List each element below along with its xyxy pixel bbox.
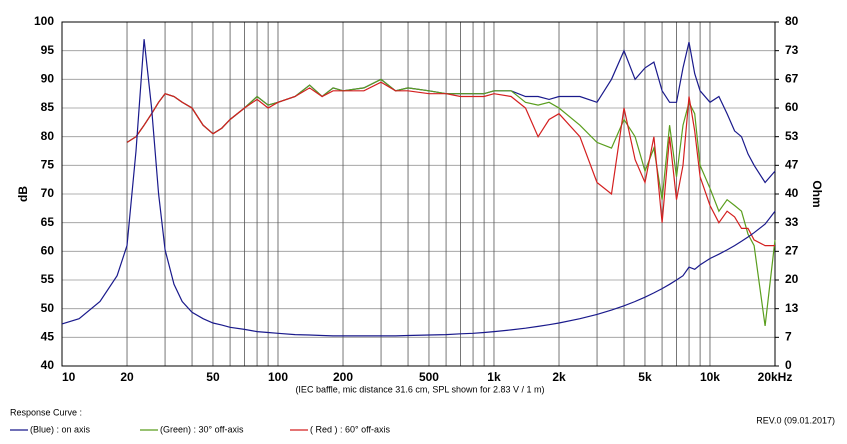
y2-tick-label: 53 <box>785 129 799 143</box>
y2-axis-label: Ohm <box>810 180 824 207</box>
y2-tick-label: 73 <box>785 43 799 57</box>
y-tick-label: 95 <box>41 43 55 57</box>
y-axis-label: dB <box>16 186 30 202</box>
series-line <box>126 41 776 184</box>
y-tick-label: 45 <box>41 330 55 344</box>
series-line <box>126 81 775 247</box>
legend-title: Response Curve : <box>10 407 82 417</box>
note: (IEC baffle, mic distance 31.6 cm, SPL s… <box>295 384 544 394</box>
y2-tick-label: 7 <box>785 330 792 344</box>
x-tick-label: 500 <box>419 370 439 384</box>
y2-tick-label: 80 <box>785 14 799 28</box>
plot-frame <box>61 21 776 367</box>
y-tick-label: 40 <box>41 358 55 372</box>
x-tick-label: 10k <box>700 370 720 384</box>
y2-tick-label: 40 <box>785 186 799 200</box>
y-tick-label: 85 <box>41 100 55 114</box>
y2-tick-label: 13 <box>785 301 799 315</box>
legend-label: ( Red ) : 60° off-axis <box>310 424 390 434</box>
y-tick-label: 100 <box>34 14 54 28</box>
x-tick-label: 100 <box>268 370 288 384</box>
x-tick-label: 20kHz <box>758 370 793 384</box>
y-tick-label: 50 <box>41 301 55 315</box>
y2-tick-label: 60 <box>785 100 799 114</box>
x-tick-label: 20 <box>120 370 134 384</box>
y2-tick-label: 47 <box>785 158 799 172</box>
x-tick-label: 2k <box>552 370 566 384</box>
y-tick-label: 70 <box>41 186 55 200</box>
series-line <box>61 39 776 337</box>
series-line <box>126 78 776 326</box>
y2-tick-label: 33 <box>785 215 799 229</box>
y-tick-label: 90 <box>41 72 55 86</box>
y-tick-label: 60 <box>41 244 55 258</box>
legend-label: (Green) : 30° off-axis <box>160 424 244 434</box>
x-tick-label: 200 <box>333 370 353 384</box>
x-tick-label: 10 <box>62 370 76 384</box>
legend-label: (Blue) : on axis <box>30 424 91 434</box>
y-tick-label: 55 <box>41 272 55 286</box>
y2-tick-label: 20 <box>785 272 799 286</box>
y2-tick-label: 0 <box>785 358 792 372</box>
y2-tick-label: 27 <box>785 244 799 258</box>
revision: REV.0 (09.01.2017) <box>756 415 835 425</box>
x-tick-label: 1k <box>487 370 501 384</box>
y-tick-label: 80 <box>41 129 55 143</box>
x-tick-label: 50 <box>206 370 220 384</box>
y2-tick-label: 67 <box>785 72 799 86</box>
x-tick-label: 5k <box>638 370 652 384</box>
y-tick-label: 65 <box>41 215 55 229</box>
y-tick-label: 75 <box>41 158 55 172</box>
